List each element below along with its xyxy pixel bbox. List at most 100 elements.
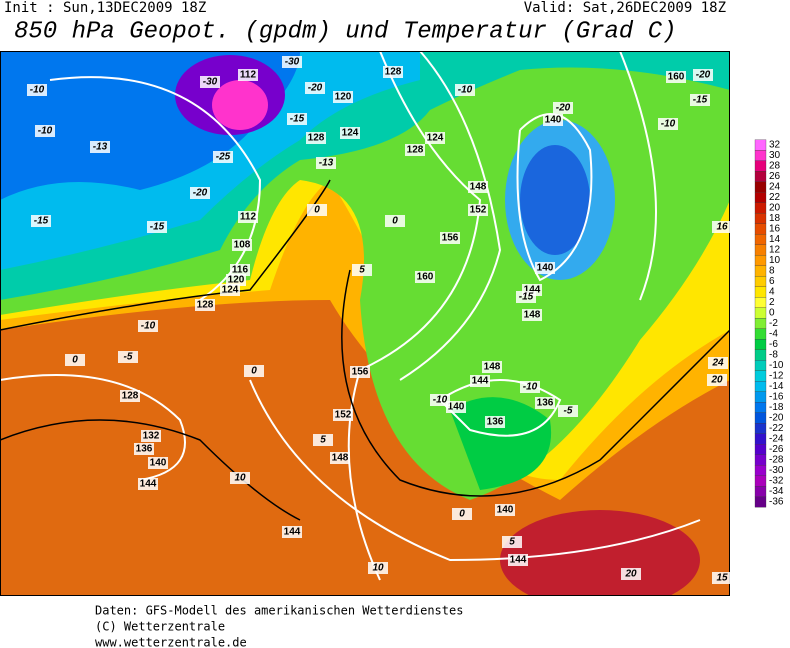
legend-color: [754, 286, 767, 298]
geopotential-label-bg: [232, 239, 252, 251]
legend-label: 10: [769, 255, 781, 266]
legend-color: [754, 297, 767, 308]
legend-label: 0: [769, 308, 775, 319]
geopotential-label: 128: [385, 67, 402, 78]
temperature-label: 24: [711, 358, 724, 369]
geopotential-label: 112: [240, 212, 257, 223]
geopotential-label-bg: [446, 401, 466, 413]
geopotential-label: 120: [335, 92, 352, 103]
legend-color: [754, 255, 767, 266]
temperature-label-bg: [287, 113, 307, 125]
legend-color: [754, 328, 767, 340]
geopotential-label-bg: [226, 274, 246, 286]
temperature-label: -10: [30, 85, 45, 96]
temperature-label: -20: [696, 70, 711, 81]
temperature-label: -10: [38, 126, 53, 137]
legend-color: [754, 223, 767, 235]
legend-color: [754, 423, 767, 434]
temperature-label-bg: [147, 221, 167, 233]
legend-label: 18: [769, 213, 781, 224]
temperature-label-bg: [553, 102, 573, 114]
legend-color: [754, 475, 767, 487]
temperature-label: -10: [523, 382, 538, 393]
geopotential-label: 144: [284, 527, 301, 538]
legend-label: -24: [769, 434, 784, 445]
geopotential-label: 116: [232, 265, 249, 276]
geopotential-label-bg: [508, 554, 528, 566]
geopotential-label: 136: [136, 444, 153, 455]
geopotential-label-bg: [120, 390, 140, 402]
legend-label: -10: [769, 360, 784, 371]
geopotential-label: 144: [510, 555, 527, 566]
legend-label: 22: [769, 192, 781, 203]
temperature-label: -10: [458, 85, 473, 96]
legend-label: -28: [769, 455, 784, 466]
temperature-label-bg: [520, 381, 540, 393]
temperature-label-bg: [118, 351, 138, 363]
temperature-label: 20: [710, 375, 723, 386]
footer-copyright: (C) Wetterzentrale: [95, 620, 225, 634]
geopotential-label-bg: [482, 361, 502, 373]
legend-label: -32: [769, 476, 784, 487]
geopotential-label: 140: [448, 402, 465, 413]
geopotential-label: 160: [417, 272, 434, 283]
legend-label: 28: [769, 161, 781, 172]
geopotential-label: 120: [228, 275, 245, 286]
temperature-label-bg: [621, 568, 641, 580]
legend-label: -8: [769, 350, 778, 361]
legend-color: [754, 244, 767, 256]
temperature-label-bg: [244, 365, 264, 377]
legend-label: -12: [769, 371, 784, 382]
temperature-label: -30: [285, 57, 300, 68]
geopotential-label-bg: [220, 284, 240, 296]
temperature-label: 10: [372, 563, 384, 574]
geopotential-label: 144: [140, 479, 157, 490]
geopotential-label-bg: [468, 204, 488, 216]
temperature-label-bg: [712, 572, 732, 584]
geopotential-label-bg: [468, 181, 488, 193]
geopotential-label-bg: [282, 526, 302, 538]
legend-color: [754, 444, 767, 455]
legend-label: 20: [769, 203, 781, 214]
temperature-label: 0: [459, 509, 465, 520]
temperature-label: -13: [93, 142, 108, 153]
temperature-label-bg: [305, 82, 325, 94]
temperature-label: 20: [624, 569, 637, 580]
geopotential-label: 148: [470, 182, 487, 193]
geopotential-label-bg: [330, 452, 350, 464]
temperature-label: 0: [392, 216, 398, 227]
legend-color: [754, 202, 767, 214]
legend-color: [754, 213, 767, 224]
temperature-label: -13: [319, 158, 334, 169]
temperature-label-bg: [516, 291, 536, 303]
temperature-label: -15: [34, 216, 49, 227]
geopotential-label-bg: [333, 91, 353, 103]
legend-label: -2: [769, 318, 778, 329]
geopotential-label-bg: [306, 132, 326, 144]
init-time: Init : Sun,13DEC2009 18Z: [4, 0, 206, 16]
geopotential-label-bg: [238, 69, 258, 81]
geopotential-label: 112: [240, 70, 257, 81]
temperature-label-bg: [230, 472, 250, 484]
temperature-label-bg: [35, 125, 55, 137]
legend-label: 24: [769, 182, 781, 193]
geopotential-label: 148: [484, 362, 501, 373]
geopotential-label-bg: [535, 262, 555, 274]
legend-color: [754, 433, 767, 445]
legend-label: 6: [769, 276, 775, 287]
geopotential-label-bg: [543, 114, 563, 126]
temperature-label: -20: [308, 83, 323, 94]
geopotential-label-bg: [415, 271, 435, 283]
geopotential-label: 128: [122, 391, 139, 402]
legend-color: [754, 307, 767, 319]
legend-color: [754, 465, 767, 476]
geopotential-label: 152: [335, 410, 352, 421]
temperature-label: 5: [320, 435, 326, 446]
legend-color: [754, 349, 767, 361]
temperature-label-bg: [313, 434, 333, 446]
geopotential-label-bg: [134, 443, 154, 455]
legend-color: [754, 454, 767, 466]
temperature-label: -20: [193, 188, 208, 199]
legend-color: [754, 370, 767, 382]
